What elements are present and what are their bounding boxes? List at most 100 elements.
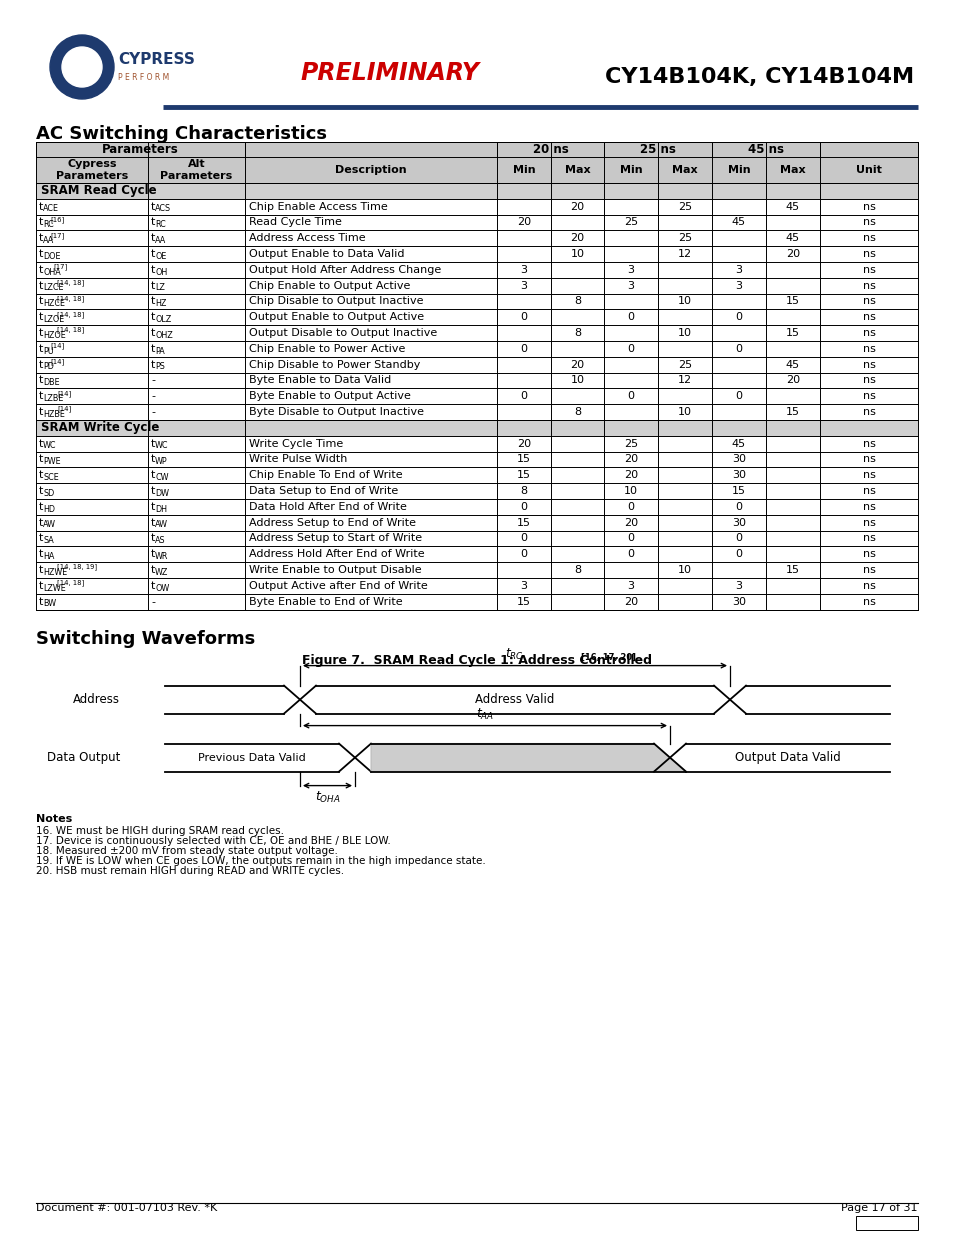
Text: ACE: ACE bbox=[43, 205, 59, 214]
Text: t: t bbox=[151, 454, 155, 464]
Text: Notes: Notes bbox=[36, 814, 72, 824]
Text: ns: ns bbox=[862, 550, 875, 559]
Text: [14]: [14] bbox=[51, 358, 65, 366]
Text: Min: Min bbox=[512, 165, 535, 175]
Bar bbox=[36, 325, 917, 341]
Text: ns: ns bbox=[862, 438, 875, 448]
Text: ns: ns bbox=[862, 264, 875, 275]
Text: Chip Disable to Power Standby: Chip Disable to Power Standby bbox=[249, 359, 420, 369]
Text: -: - bbox=[151, 391, 154, 401]
Text: 30: 30 bbox=[731, 597, 745, 606]
Bar bbox=[36, 183, 917, 199]
Text: t: t bbox=[39, 391, 43, 401]
Text: t: t bbox=[39, 501, 43, 511]
Text: SRAM Read Cycle: SRAM Read Cycle bbox=[41, 184, 156, 198]
Text: HD: HD bbox=[43, 505, 55, 514]
Text: 10: 10 bbox=[678, 566, 691, 576]
Text: [17]: [17] bbox=[51, 232, 65, 238]
Text: Output Enable to Data Valid: Output Enable to Data Valid bbox=[249, 249, 404, 259]
Text: WR: WR bbox=[155, 552, 169, 561]
Text: t: t bbox=[151, 329, 155, 338]
Text: P E R F O R M: P E R F O R M bbox=[118, 73, 169, 82]
Text: Output Hold After Address Change: Output Hold After Address Change bbox=[249, 264, 441, 275]
Text: AS: AS bbox=[155, 536, 166, 545]
Text: PU: PU bbox=[43, 347, 54, 356]
Text: 20: 20 bbox=[785, 375, 800, 385]
Text: Figure 7.  SRAM Read Cycle 1: Address Controlled: Figure 7. SRAM Read Cycle 1: Address Con… bbox=[302, 653, 651, 667]
Text: 20: 20 bbox=[517, 217, 531, 227]
Text: t: t bbox=[39, 343, 43, 354]
Text: t: t bbox=[151, 312, 155, 322]
Text: Chip Enable Access Time: Chip Enable Access Time bbox=[249, 201, 387, 211]
Bar bbox=[36, 246, 917, 262]
Text: 15: 15 bbox=[785, 408, 800, 417]
Bar bbox=[36, 436, 917, 452]
Text: 18. Measured ±200 mV from steady state output voltage.: 18. Measured ±200 mV from steady state o… bbox=[36, 846, 337, 856]
Text: t: t bbox=[151, 550, 155, 559]
Text: PA: PA bbox=[155, 347, 165, 356]
Text: t: t bbox=[151, 201, 155, 211]
Text: AA: AA bbox=[43, 236, 54, 245]
Bar bbox=[36, 420, 917, 436]
Text: [14]: [14] bbox=[57, 390, 71, 396]
Text: t: t bbox=[151, 296, 155, 306]
Text: LZ: LZ bbox=[155, 284, 165, 293]
Text: 25: 25 bbox=[623, 438, 638, 448]
Text: OW: OW bbox=[155, 584, 170, 593]
Text: SCE: SCE bbox=[43, 473, 59, 482]
Bar bbox=[36, 278, 917, 294]
Text: 3: 3 bbox=[627, 580, 634, 590]
Text: -: - bbox=[151, 408, 154, 417]
Text: 15: 15 bbox=[517, 517, 531, 527]
Text: 20 ns: 20 ns bbox=[532, 143, 568, 156]
Text: LZWE: LZWE bbox=[43, 584, 66, 593]
Text: Unit: Unit bbox=[855, 165, 881, 175]
Text: t: t bbox=[151, 517, 155, 527]
Text: 15: 15 bbox=[731, 487, 745, 496]
Bar bbox=[36, 231, 917, 246]
Text: 0: 0 bbox=[520, 534, 527, 543]
Text: ns: ns bbox=[862, 329, 875, 338]
Text: AW: AW bbox=[43, 520, 56, 530]
Text: 16. WE must be HIGH during SRAM read cycles.: 16. WE must be HIGH during SRAM read cyc… bbox=[36, 826, 284, 836]
Text: t: t bbox=[39, 249, 43, 259]
Bar bbox=[36, 483, 917, 499]
Text: Page 17 of 31: Page 17 of 31 bbox=[841, 1203, 917, 1213]
Text: Cypress
Parameters: Cypress Parameters bbox=[56, 159, 128, 180]
Text: 45 ns: 45 ns bbox=[747, 143, 783, 156]
Text: 0: 0 bbox=[735, 550, 741, 559]
Text: [17]: [17] bbox=[53, 263, 68, 270]
Text: 25: 25 bbox=[678, 201, 691, 211]
Text: ns: ns bbox=[862, 217, 875, 227]
Bar bbox=[855, 1216, 917, 1230]
Text: SD: SD bbox=[43, 489, 54, 498]
Text: 20: 20 bbox=[570, 359, 584, 369]
Text: ns: ns bbox=[862, 487, 875, 496]
Text: Address Access Time: Address Access Time bbox=[249, 233, 365, 243]
Text: 15: 15 bbox=[517, 597, 531, 606]
Text: 15: 15 bbox=[785, 329, 800, 338]
Bar bbox=[36, 388, 917, 404]
Text: 25: 25 bbox=[623, 217, 638, 227]
Text: 8: 8 bbox=[574, 566, 580, 576]
Text: t: t bbox=[39, 359, 43, 369]
Text: t: t bbox=[39, 517, 43, 527]
Text: Max: Max bbox=[564, 165, 590, 175]
Text: 0: 0 bbox=[520, 343, 527, 354]
Text: HZ: HZ bbox=[155, 299, 167, 309]
Text: WC: WC bbox=[43, 441, 56, 451]
Text: Document #: 001-07103 Rev. *K: Document #: 001-07103 Rev. *K bbox=[36, 1203, 217, 1213]
Text: Byte Disable to Output Inactive: Byte Disable to Output Inactive bbox=[249, 408, 423, 417]
Text: 0: 0 bbox=[627, 550, 634, 559]
Bar bbox=[36, 499, 917, 515]
Bar bbox=[36, 341, 917, 357]
Text: 0: 0 bbox=[627, 343, 634, 354]
Text: Write Enable to Output Disable: Write Enable to Output Disable bbox=[249, 566, 421, 576]
Text: ns: ns bbox=[862, 534, 875, 543]
Text: [14, 18]: [14, 18] bbox=[57, 311, 85, 317]
Text: PWE: PWE bbox=[43, 457, 61, 467]
Text: t: t bbox=[39, 201, 43, 211]
Text: Chip Enable to Power Active: Chip Enable to Power Active bbox=[249, 343, 405, 354]
Text: ns: ns bbox=[862, 501, 875, 511]
Text: Min: Min bbox=[619, 165, 641, 175]
